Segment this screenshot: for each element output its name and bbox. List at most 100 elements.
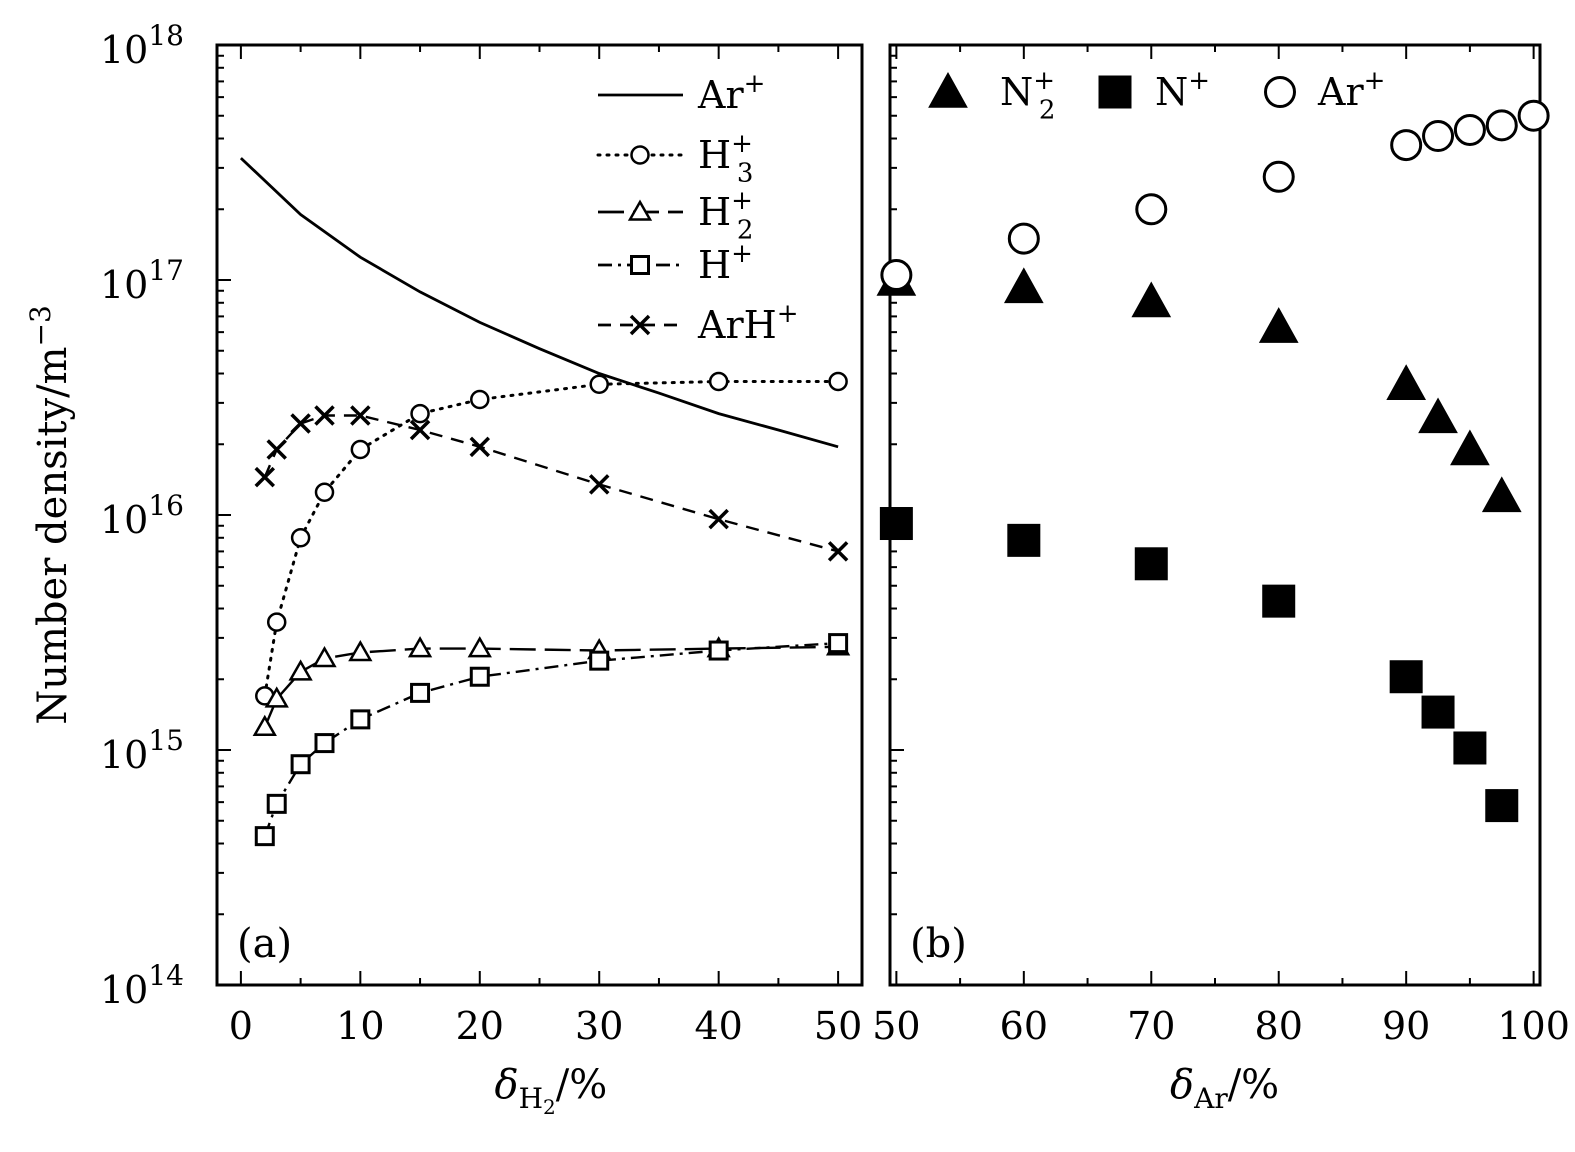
b-x-tick-label: 50 [872,1004,920,1048]
a-series-2-point [407,636,433,658]
panel-a: 0 10 20 30 40 50 1014 1015 1016 1017 1018 (a) δH2/% A… [24,19,864,1119]
a-x-tick-label: 30 [575,1004,623,1048]
a-x-tick-label: 0 [229,1004,253,1048]
a-series-4-point [314,405,335,426]
a-series-3-point [469,666,490,687]
b-series-0-point [1418,397,1458,434]
panel-b: 50 60 70 80 90 100 (b) δAr/% N+ 2 N+ Ar+ [872,43,1570,1115]
b-series-0-point [1003,267,1044,304]
a-series-4-line [263,414,839,553]
b-x-axis-title: δAr/% [1170,1062,1279,1115]
b-plot-frame [888,43,1542,987]
a-panel-label: (a) [237,921,292,967]
y-tick-label: 1015 [100,724,184,777]
a-series-1-point [350,439,371,460]
a-series-2-point [288,659,313,681]
a-legend-marker-3 [630,255,650,275]
b-series-2-point [1262,160,1295,193]
a-legend-marker-2 [627,199,653,221]
a-series-1-point [266,612,287,632]
y-axis-title: Number density/m−3 [24,305,76,725]
a-legend-label-4: ArH+ [697,299,799,347]
a-x-tick-label: 10 [336,1004,384,1048]
a-series-2-point [252,714,277,736]
a-legend-marker-4 [629,314,651,336]
b-series-0-point [1450,429,1490,466]
b-series-1-point [879,507,913,541]
b-series-2-point [1007,222,1040,255]
b-series-1-point [1134,547,1168,581]
b-x-tick-label: 100 [1497,1004,1570,1048]
a-series-1-point [828,371,848,392]
b-legend-marker-0 [928,71,968,108]
b-series-2-point [1453,113,1486,146]
a-series-4-point [708,508,729,530]
a-series-3-point [266,793,287,814]
a-series-1-point [410,403,430,424]
y-tick-label: 1016 [100,489,184,542]
a-x-tick-label: 40 [694,1004,742,1048]
a-series-1-point [589,374,609,395]
a-legend: Ar+ H+ 3H+ 2H+ ArH+ [596,69,799,347]
b-legend: N+ 2 N+ Ar+ [928,66,1385,126]
b-series-2-point [880,259,913,292]
b-series-1-point [1262,584,1296,618]
b-series-0-point [1131,281,1172,318]
b-series-2-point [1135,193,1168,226]
b-series-1-point [1421,695,1455,729]
a-series-3 [254,633,849,847]
a-plot-frame [215,43,864,987]
b-series-0-point [1386,364,1427,400]
b-series-1-point [1485,789,1519,823]
b-series-0-point [1481,476,1522,513]
a-series-1-point [470,389,490,410]
a-series-3-point [410,682,431,703]
a-series-2-line [263,645,839,728]
a-legend-label-1: H+ 3 [698,129,753,189]
a-series-2-point [264,686,289,708]
a-series-3-point [708,640,729,661]
a-legend-label-0: Ar+ [697,69,765,117]
a-x-tick-label: 50 [814,1004,862,1048]
b-series-1-point [1007,523,1041,557]
a-series-3-point [350,709,371,730]
a-series-3-point [290,754,311,775]
b-panel-label: (b) [910,921,967,967]
a-series-1-line [263,380,840,698]
a-series-4 [254,405,849,562]
b-legend-label-2: Ar+ [1317,66,1385,114]
b-series-2-point [1390,129,1423,162]
a-series-1 [255,371,848,706]
a-series-2-point [348,639,373,662]
a-series-1-point [314,482,335,502]
b-legend-label-0: N+ 2 [1000,66,1055,126]
a-series-2-point [312,646,337,668]
a-series-4-point [350,405,371,426]
a-series-3-point [828,633,849,654]
a-series-0 [239,157,839,449]
a-series-1-point [290,528,311,548]
y-tick-label: 1017 [100,254,184,307]
a-series-0-line [239,157,839,449]
a-legend-label-2: H+ 2 [698,186,753,246]
b-x-tick-label: 80 [1255,1004,1303,1048]
b-series-1 [879,507,1519,823]
a-series-2 [252,634,851,736]
a-series-4-point [469,436,491,458]
a-series-3-point [589,650,610,671]
y-tick-label: 1014 [100,959,184,1012]
b-x-tick-label: 90 [1382,1004,1430,1048]
y-tick-label: 1018 [100,19,184,72]
a-series-4-point [827,541,849,562]
b-series-2 [880,99,1550,292]
b-series-1-point [1453,731,1487,765]
a-x-tick-label: 20 [456,1004,504,1048]
b-x-tick-label: 60 [1000,1004,1048,1048]
a-series-3-point [314,733,335,754]
a-series-4-point [290,413,311,434]
b-series-2-point [1517,99,1550,132]
b-legend-marker-2 [1264,76,1296,108]
b-series-2-point [1485,109,1518,142]
a-series-4-point [254,466,276,488]
b-series-0 [876,259,1522,513]
